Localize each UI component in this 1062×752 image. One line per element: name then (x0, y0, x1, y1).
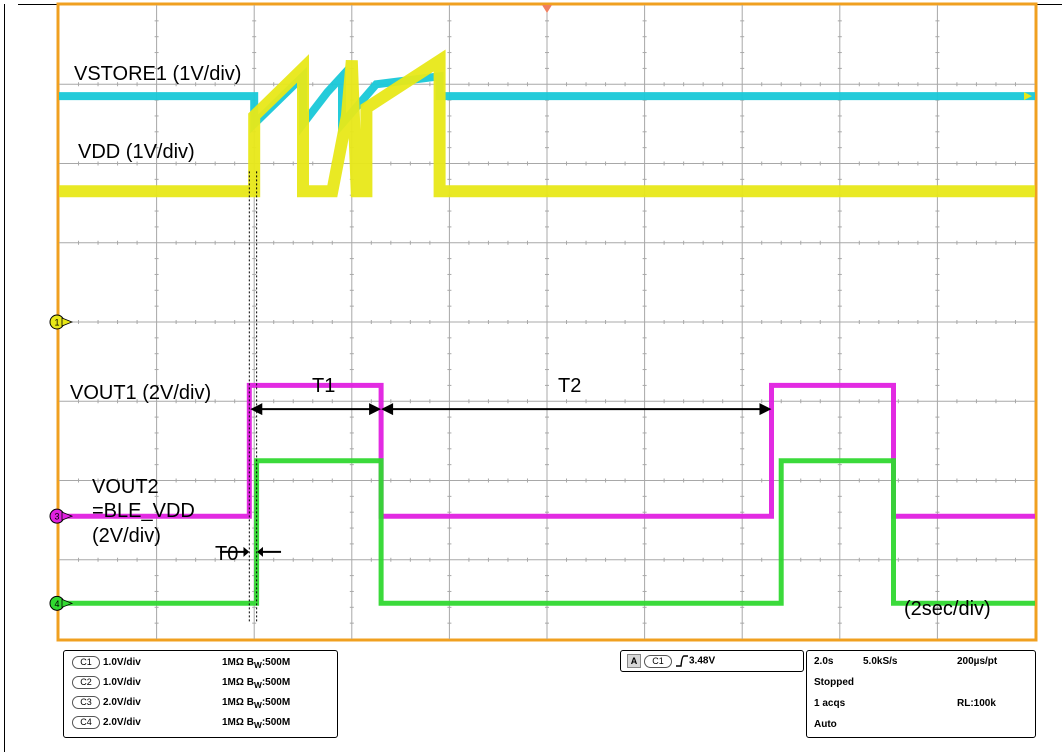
channel-scale: 1.0V/div (103, 657, 141, 669)
trigger-position-marker (542, 5, 552, 13)
bandwidth-sub: W (253, 660, 262, 670)
channel-badge-c4[interactable]: C4 (72, 716, 100, 729)
trigger-channel-badge[interactable]: C1 (644, 654, 672, 668)
channel-badge-c3[interactable]: C3 (72, 696, 100, 709)
label-t0: T0 (215, 543, 239, 565)
channel-marker-label-ch1: 1 (54, 318, 59, 328)
channel-impedance: 1MΩ (222, 717, 244, 728)
channel-marker-pointer-ch3 (61, 511, 74, 521)
rising-edge-icon (676, 655, 688, 667)
label-vout1: VOUT1 (2V/div) (70, 382, 212, 404)
trigger-panel: A C1 3.48V (620, 650, 804, 672)
record-length: RL:100k (957, 698, 996, 709)
channel-impedance: 1MΩ (222, 697, 244, 708)
channel-marker-pointer-ch1 (61, 317, 74, 327)
channel-impedance-row: 1MΩ BW:500M (222, 717, 290, 730)
timebase-value: 2.0s (814, 656, 834, 667)
bandwidth-value: :500M (261, 717, 291, 728)
channel-row: C2 1.0V/div (72, 676, 141, 689)
trigger-mode: Auto (814, 719, 837, 730)
label-t2: T2 (558, 375, 582, 397)
bandwidth-label: B (246, 657, 254, 668)
t1-arrow-head-right (369, 403, 382, 416)
trigger-row: A C1 3.48V (627, 654, 715, 668)
channel-row: C3 2.0V/div (72, 696, 141, 709)
channel-scale: 2.0V/div (103, 697, 141, 709)
channel-scale: 1.0V/div (103, 677, 141, 689)
bandwidth-value: :500M (261, 657, 291, 668)
acquisition-state: Stopped (814, 677, 854, 688)
channel-settings-panel: C1 1.0V/div 1MΩ BW:500M C2 1.0V/div 1MΩ BW… (63, 650, 338, 738)
trigger-level-marker (1024, 92, 1032, 101)
label-vout2-line2: =BLE_VDD (92, 500, 195, 522)
bandwidth-value: :500M (261, 697, 291, 708)
measurement-overlay (220, 171, 772, 624)
sample-rate-value: 5.0kS/s (863, 656, 898, 667)
label-vout2-line3: (2V/div) (92, 525, 161, 547)
channel-impedance-row: 1MΩ BW:500M (222, 677, 290, 690)
label-timebase: (2sec/div) (904, 598, 991, 620)
bandwidth-sub: W (253, 700, 262, 710)
bandwidth-value: :500M (261, 677, 291, 688)
channel-marker-label-ch3: 3 (54, 512, 59, 522)
resolution-value: 200µs/pt (957, 656, 998, 667)
channel-marker-label-ch4: 4 (54, 599, 59, 609)
channel-badge-c1[interactable]: C1 (72, 656, 100, 669)
channel-impedance-row: 1MΩ BW:500M (222, 657, 290, 670)
acquisition-count: 1 acqs (814, 698, 846, 709)
t2-arrow-head-right (759, 403, 772, 416)
t1-arrow-head-left (250, 403, 263, 416)
label-t1: T1 (312, 375, 336, 397)
label-vstore1: VSTORE1 (1V/div) (74, 63, 242, 85)
channel-impedance: 1MΩ (222, 677, 244, 688)
channel-row: C1 1.0V/div (72, 656, 141, 669)
t0-arrow-right-head (257, 546, 263, 557)
acquisition-panel: 2.0s 5.0kS/s 200µs/pt Stopped 1 acqs RL:… (806, 650, 1036, 738)
channel-badge-c2[interactable]: C2 (72, 676, 100, 689)
channel-scale: 2.0V/div (103, 717, 141, 729)
t0-arrow-left-head (243, 546, 250, 557)
channel-row: C4 2.0V/div (72, 716, 141, 729)
graticule (59, 5, 1035, 639)
bandwidth-label: B (246, 717, 254, 728)
bandwidth-sub: W (253, 680, 262, 690)
label-vdd: VDD (1V/div) (78, 141, 195, 163)
channel-marker-pointer-ch4 (61, 598, 74, 608)
label-vout2-line1: VOUT2 (92, 476, 159, 498)
bandwidth-label: B (246, 697, 254, 708)
t2-arrow-head-left (381, 403, 394, 416)
channel-markers: 1 3 4 (49, 5, 1032, 611)
bandwidth-sub: W (253, 720, 262, 730)
trigger-level: 3.48V (689, 655, 716, 667)
channel-impedance: 1MΩ (222, 657, 244, 668)
trace-vdd (59, 49, 1035, 198)
bandwidth-label: B (246, 677, 254, 688)
channel-impedance-row: 1MΩ BW:500M (222, 697, 290, 710)
trigger-mode-badge[interactable]: A (627, 654, 641, 668)
trace-vout1 (59, 382, 1035, 519)
